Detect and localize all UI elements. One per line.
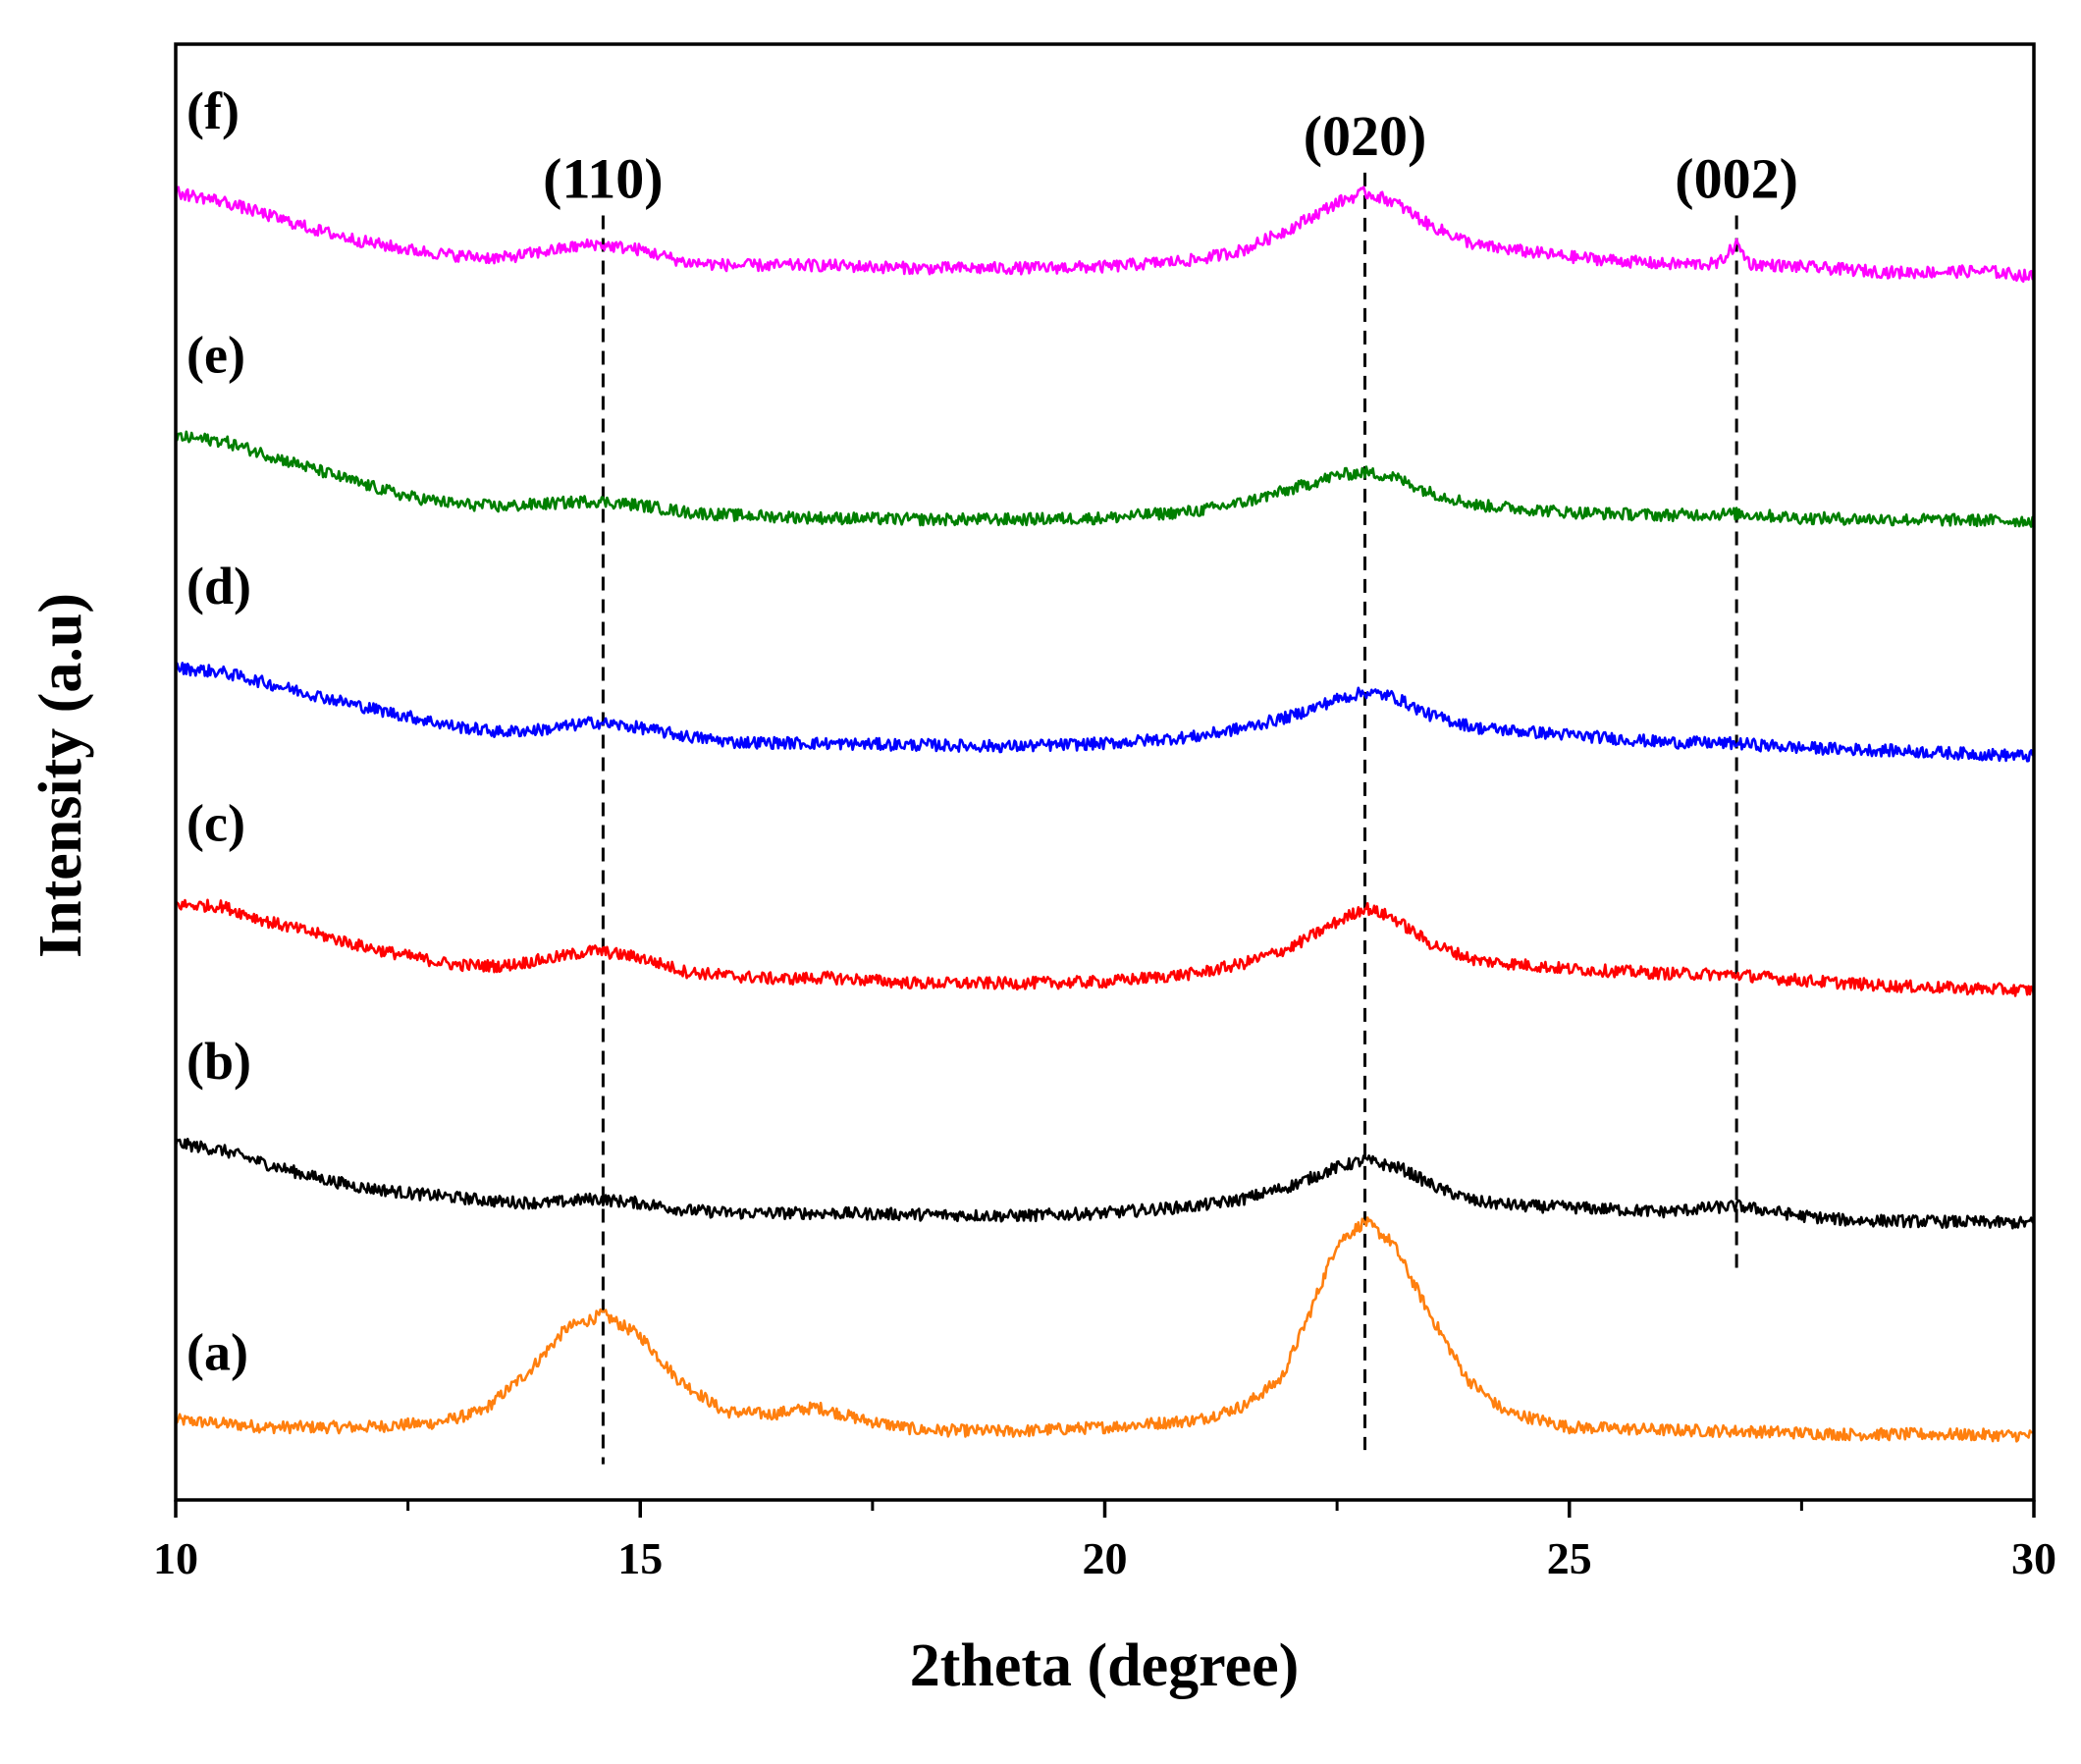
plane-label-1: (020) — [1304, 104, 1427, 168]
series-line-e — [174, 430, 2036, 528]
plane-label-2: (002) — [1675, 146, 1798, 210]
plane-labels: (110) (020) (002) — [543, 104, 1798, 211]
y-axis-title: Intensity (a.u) — [27, 593, 94, 958]
curve-labels: (a) (b) (c) (d) (e) (f) — [187, 81, 251, 1382]
series-group — [174, 186, 2036, 1443]
x-tick-label-2: 20 — [1083, 1533, 1128, 1583]
plane-label-0: (110) — [543, 146, 663, 210]
x-tick-label-0: 10 — [153, 1533, 198, 1583]
series-line-b — [174, 1138, 2035, 1230]
series-line-a — [174, 1216, 2034, 1443]
curve-label-e: (e) — [187, 325, 245, 384]
x-tick-label-3: 25 — [1547, 1533, 1592, 1583]
curve-label-a: (a) — [187, 1323, 248, 1382]
curve-label-f: (f) — [187, 81, 240, 140]
series-line-c — [175, 898, 2036, 997]
curve-label-b: (b) — [187, 1032, 251, 1091]
curve-label-c: (c) — [187, 793, 245, 852]
x-axis-title: 2theta (degree) — [910, 1632, 1300, 1699]
x-tick-label-1: 15 — [617, 1533, 663, 1583]
x-tick-label-4: 30 — [2011, 1533, 2056, 1583]
series-line-f — [174, 186, 2036, 283]
x-axis-tick-labels: 10 15 20 25 30 — [153, 1533, 2056, 1583]
series-line-d — [174, 662, 2035, 763]
x-axis-ticks — [174, 1500, 2036, 1518]
curve-label-d: (d) — [187, 557, 251, 615]
